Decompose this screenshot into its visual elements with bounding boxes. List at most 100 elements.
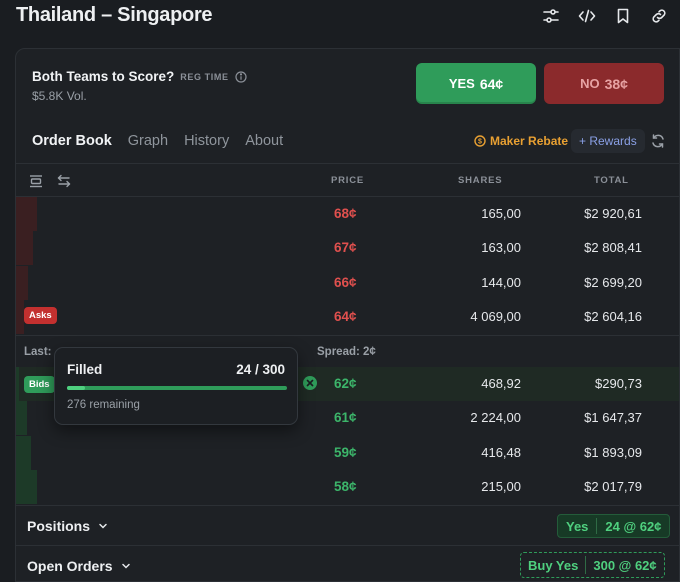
- no-price: 38¢: [604, 75, 628, 92]
- open-orders-section: Open Orders Buy Yes 300 @ 62¢: [16, 545, 679, 581]
- positions-label: Positions: [27, 518, 91, 534]
- code-icon[interactable]: [576, 5, 598, 27]
- depth-bar: [16, 470, 37, 504]
- ask-shares: 165,00: [481, 206, 521, 221]
- buy-yes-button[interactable]: YES 64¢: [416, 63, 536, 104]
- ask-shares: 4 069,00: [470, 309, 521, 324]
- no-label: NO: [580, 76, 600, 91]
- bid-row[interactable]: 59¢ 416,48 $1 893,09: [16, 436, 679, 470]
- ask-row[interactable]: 67¢ 163,00 $2 808,41: [16, 231, 679, 265]
- sliders-icon[interactable]: [540, 5, 562, 27]
- order-detail: 300 @ 62¢: [593, 557, 657, 573]
- market-question-text: Both Teams to Score?: [32, 69, 175, 84]
- bid-total: $2 017,79: [584, 479, 642, 494]
- bid-shares: 2 224,00: [470, 410, 521, 425]
- col-price: PRICE: [331, 175, 365, 186]
- tooltip-remaining: 276 remaining: [67, 399, 140, 411]
- depth-bar: [16, 197, 37, 231]
- tab-bar: Order Book Graph History About: [32, 133, 283, 149]
- ask-row[interactable]: 64¢ 4 069,00 $2 604,16: [16, 300, 679, 334]
- bid-price: 58¢: [334, 479, 357, 494]
- depth-bar: [16, 367, 20, 401]
- last-price: Last:: [24, 346, 52, 358]
- ask-price: 64¢: [334, 309, 357, 324]
- bid-total: $1 647,37: [584, 410, 642, 425]
- ask-price: 66¢: [334, 275, 357, 290]
- depth-bar: [16, 401, 27, 435]
- reg-time-tag: REG TIME: [180, 71, 229, 82]
- rewards-button[interactable]: + Rewards: [571, 129, 645, 153]
- bid-price: 62¢: [334, 376, 357, 391]
- svg-text:$: $: [478, 139, 482, 146]
- market-panel: Both Teams to Score? REG TIME $5.8K Vol.…: [15, 48, 680, 582]
- depth-bar: [16, 266, 29, 300]
- positions-toggle[interactable]: Positions: [27, 518, 108, 534]
- bid-price: 59¢: [334, 445, 357, 460]
- bids-badge: Bids: [24, 376, 55, 393]
- bid-row[interactable]: 58¢ 215,00 $2 017,79: [16, 470, 679, 504]
- ask-shares: 163,00: [481, 240, 521, 255]
- maker-rebate-link[interactable]: $ Maker Rebate: [474, 134, 568, 148]
- depth-bar: [16, 436, 32, 470]
- refresh-icon[interactable]: [650, 133, 666, 149]
- fill-tooltip: Filled 24 / 300 276 remaining: [54, 347, 298, 425]
- market-title: Thailand – Singapore: [16, 4, 213, 26]
- bookmark-icon[interactable]: [612, 5, 634, 27]
- order-book-header: PRICE SHARES TOTAL: [16, 163, 679, 197]
- bid-row[interactable]: 61¢ 2 224,00 $1 647,37: [16, 401, 679, 435]
- bid-shares: 468,92: [481, 376, 521, 391]
- buy-no-button[interactable]: NO 38¢: [544, 63, 664, 104]
- position-chip[interactable]: Yes 24 @ 62¢: [557, 514, 671, 538]
- ask-row[interactable]: 68¢ 165,00 $2 920,61: [16, 197, 679, 231]
- col-total: TOTAL: [594, 175, 629, 186]
- market-volume: $5.8K Vol.: [32, 89, 87, 103]
- depth-bar: [16, 300, 24, 334]
- bid-shares: 416,48: [481, 445, 521, 460]
- position-detail: 24 @ 62¢: [605, 518, 662, 534]
- tab-order-book[interactable]: Order Book: [32, 133, 112, 149]
- spread-value: Spread: 2¢: [317, 346, 376, 358]
- chevron-down-icon: [99, 523, 107, 529]
- tooltip-title: Filled: [67, 362, 103, 377]
- ask-price: 68¢: [334, 206, 357, 221]
- asks-badge: Asks: [24, 307, 57, 324]
- link-icon[interactable]: [648, 5, 670, 27]
- open-orders-toggle[interactable]: Open Orders: [27, 558, 131, 574]
- ask-total: $2 920,61: [584, 206, 642, 221]
- depth-bar: [16, 231, 33, 265]
- spread-row: Last: Spread: 2¢: [16, 335, 679, 367]
- order-side: Buy Yes: [528, 557, 579, 573]
- bid-total: $290,73: [595, 376, 642, 391]
- tab-graph[interactable]: Graph: [127, 133, 169, 149]
- yes-label: YES: [448, 76, 475, 91]
- tooltip-count: 24 / 300: [236, 362, 285, 377]
- bid-total: $1 893,09: [584, 445, 642, 460]
- ask-total: $2 604,16: [584, 309, 642, 324]
- open-orders-label: Open Orders: [27, 558, 113, 574]
- center-view-icon[interactable]: [28, 173, 44, 189]
- positions-section: Positions Yes 24 @ 62¢: [16, 505, 679, 545]
- ask-row[interactable]: 66¢ 144,00 $2 699,20: [16, 266, 679, 300]
- fill-progress-bar: [67, 386, 85, 390]
- swap-icon[interactable]: [56, 173, 72, 189]
- fill-progress-track: [67, 386, 287, 390]
- maker-rebate-label: Maker Rebate: [490, 134, 569, 148]
- yes-price: 64¢: [479, 75, 504, 92]
- ask-total: $2 808,41: [584, 240, 642, 255]
- open-order-chip[interactable]: Buy Yes 300 @ 62¢: [520, 552, 665, 578]
- ask-price: 67¢: [334, 240, 357, 255]
- bid-shares: 215,00: [481, 479, 521, 494]
- chevron-down-icon: [121, 563, 130, 569]
- market-question: Both Teams to Score? REG TIME: [32, 69, 247, 84]
- bid-price: 61¢: [334, 410, 357, 425]
- cancel-order-icon[interactable]: [303, 376, 317, 390]
- coin-icon: $: [474, 135, 486, 147]
- col-shares: SHARES: [458, 175, 503, 186]
- top-toolbar: [540, 5, 670, 27]
- info-icon[interactable]: [234, 70, 247, 83]
- ask-total: $2 699,20: [584, 275, 642, 290]
- tab-about[interactable]: About: [245, 133, 284, 149]
- position-side: Yes: [566, 518, 589, 534]
- tab-history[interactable]: History: [184, 133, 230, 149]
- ask-shares: 144,00: [481, 275, 521, 290]
